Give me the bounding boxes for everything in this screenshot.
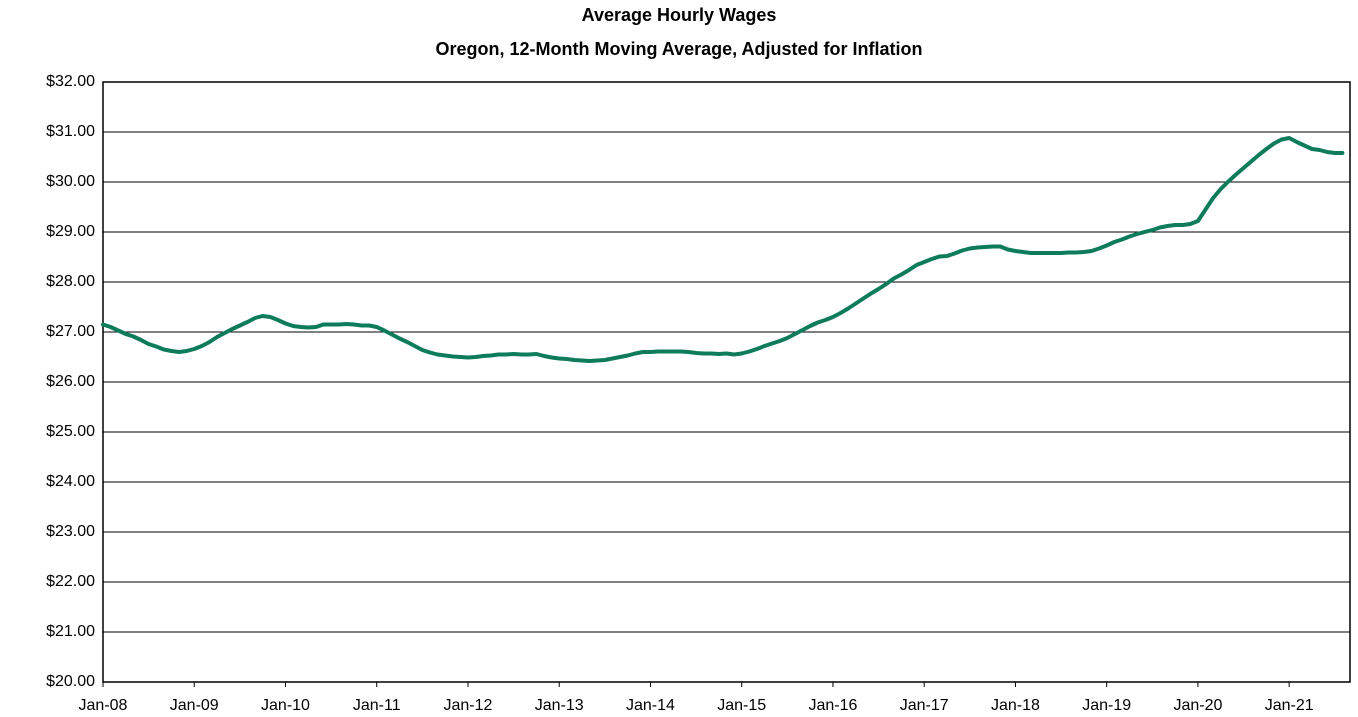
data-line bbox=[101, 136, 1345, 363]
x-tick-label: Jan-20 bbox=[1173, 697, 1222, 714]
y-tick-label: $32.00 bbox=[46, 73, 95, 90]
x-tick-label: Jan-13 bbox=[535, 697, 584, 714]
x-tick-label: Jan-17 bbox=[900, 697, 949, 714]
x-tick-label: Jan-15 bbox=[717, 697, 766, 714]
chart-title: Average Hourly Wages bbox=[582, 5, 777, 25]
y-tick-label: $23.00 bbox=[46, 523, 95, 540]
y-tick-label: $21.00 bbox=[46, 623, 95, 640]
x-tick-label: Jan-21 bbox=[1265, 697, 1314, 714]
x-tick-label: Jan-19 bbox=[1082, 697, 1131, 714]
y-tick-label: $25.00 bbox=[46, 423, 95, 440]
y-tick-label: $29.00 bbox=[46, 223, 95, 240]
y-tick-label: $26.00 bbox=[46, 373, 95, 390]
y-tick-label: $27.00 bbox=[46, 323, 95, 340]
x-tick-label: Jan-12 bbox=[444, 697, 493, 714]
x-tick-label: Jan-14 bbox=[626, 697, 675, 714]
y-tick-label: $28.00 bbox=[46, 273, 95, 290]
y-tick-label: $30.00 bbox=[46, 173, 95, 190]
y-tick-label: $22.00 bbox=[46, 573, 95, 590]
x-tick-label: Jan-16 bbox=[808, 697, 857, 714]
y-tick-label: $24.00 bbox=[46, 473, 95, 490]
x-tick-label: Jan-18 bbox=[991, 697, 1040, 714]
x-tick-label: Jan-09 bbox=[170, 697, 219, 714]
y-tick-label: $20.00 bbox=[46, 673, 95, 690]
y-tick-label: $31.00 bbox=[46, 123, 95, 140]
plot-frame bbox=[102, 81, 1351, 683]
x-tick-label: Jan-08 bbox=[79, 697, 128, 714]
chart-subtitle: Oregon, 12-Month Moving Average, Adjuste… bbox=[435, 39, 922, 59]
x-tick-label: Jan-11 bbox=[353, 697, 401, 714]
x-tick-label: Jan-10 bbox=[261, 697, 310, 714]
